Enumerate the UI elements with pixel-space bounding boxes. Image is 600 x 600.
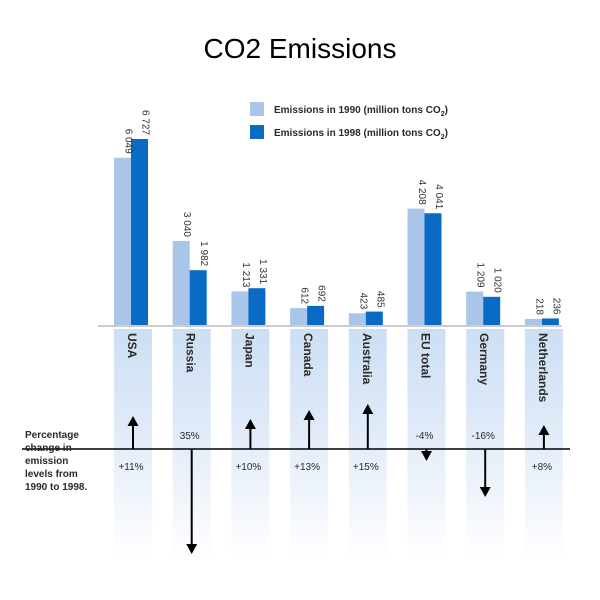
value-labels: 6 049 6 727 3 040 1 982 1 213 1 331 612 692 423 4… xyxy=(123,110,562,315)
bar-1990 xyxy=(348,313,366,325)
country-label: Canada xyxy=(301,333,315,377)
legend-swatch-1990 xyxy=(250,102,264,116)
value-label-1990: 1 209 xyxy=(475,263,486,288)
bar-1998 xyxy=(541,318,559,325)
change-arrows xyxy=(127,404,550,554)
country-label: EU total xyxy=(419,333,433,378)
change-label: -4% xyxy=(416,431,434,442)
value-label-1990: 423 xyxy=(357,293,368,310)
change-label: +10% xyxy=(235,462,261,473)
change-labels: +11% 35% +10% +13% +15% -4% -16% +8% xyxy=(118,431,552,473)
bar-1990 xyxy=(407,208,425,325)
bar-1998 xyxy=(189,270,207,325)
bar-1990 xyxy=(524,318,542,325)
bar-1990 xyxy=(290,308,308,325)
change-arrow-head xyxy=(127,416,139,426)
bar-1990 xyxy=(466,291,484,325)
value-label-1990: 3 040 xyxy=(181,212,192,237)
bar-1998 xyxy=(483,296,501,325)
legend-swatch-1998 xyxy=(250,125,264,139)
column-backgrounds xyxy=(114,329,563,561)
bar-1998 xyxy=(365,311,383,325)
change-label: 35% xyxy=(180,431,200,442)
value-label-1990: 1 213 xyxy=(240,262,251,287)
change-label: +15% xyxy=(353,462,379,473)
country-label: USA xyxy=(125,333,139,359)
change-arrow-head xyxy=(538,425,550,435)
country-label: Germany xyxy=(477,333,491,385)
value-label-1998: 1 982 xyxy=(198,241,209,266)
column-bg xyxy=(466,329,505,561)
bar-1998 xyxy=(131,139,148,325)
change-arrow-head xyxy=(244,419,256,429)
bars xyxy=(114,139,559,325)
value-label-1998: 4 041 xyxy=(433,184,444,209)
country-label: Netherlands xyxy=(536,333,550,403)
bar-1998 xyxy=(424,213,442,325)
bar-1990 xyxy=(172,240,190,325)
value-label-1990: 6 049 xyxy=(123,129,134,154)
bar-1990 xyxy=(114,157,131,325)
value-label-1998: 1 331 xyxy=(257,259,268,284)
change-arrow-head xyxy=(303,410,315,420)
change-arrow-head xyxy=(421,451,432,461)
legend-label-1990: Emissions in 1990 (million tons CO2) xyxy=(274,105,448,118)
change-caption: Percentage change in emission levels fro… xyxy=(25,430,87,493)
change-label: +11% xyxy=(118,462,143,473)
column-bg xyxy=(407,329,446,561)
value-label-1990: 218 xyxy=(533,298,544,315)
value-label-1998: 692 xyxy=(316,285,327,302)
value-label-1998: 6 727 xyxy=(140,110,151,135)
value-label-1990: 4 208 xyxy=(416,180,427,205)
page-title: CO2 Emissions xyxy=(203,33,397,64)
country-label: Russia xyxy=(184,333,198,373)
change-label: +13% xyxy=(294,462,320,473)
country-labels: USA Russia Japan Canada Australia EU total Ger… xyxy=(125,333,550,403)
change-arrow-head xyxy=(362,404,374,414)
value-label-1998: 1 020 xyxy=(492,268,503,293)
value-label-1998: 236 xyxy=(550,298,561,315)
change-label: +8% xyxy=(532,462,552,473)
bar-1998 xyxy=(248,288,266,325)
value-label-1990: 612 xyxy=(299,287,310,304)
change-arrow-head xyxy=(186,544,198,554)
change-label: -16% xyxy=(472,431,495,442)
legend-label-1998: Emissions in 1998 (million tons CO2) xyxy=(274,128,448,141)
bar-1998 xyxy=(307,305,325,325)
bar-1990 xyxy=(231,291,249,325)
country-label: Australia xyxy=(360,333,374,385)
legend: Emissions in 1990 (million tons CO2) Emi… xyxy=(250,102,448,141)
value-label-1998: 485 xyxy=(374,291,385,308)
change-arrow-head xyxy=(479,487,491,497)
country-label: Japan xyxy=(242,333,256,368)
